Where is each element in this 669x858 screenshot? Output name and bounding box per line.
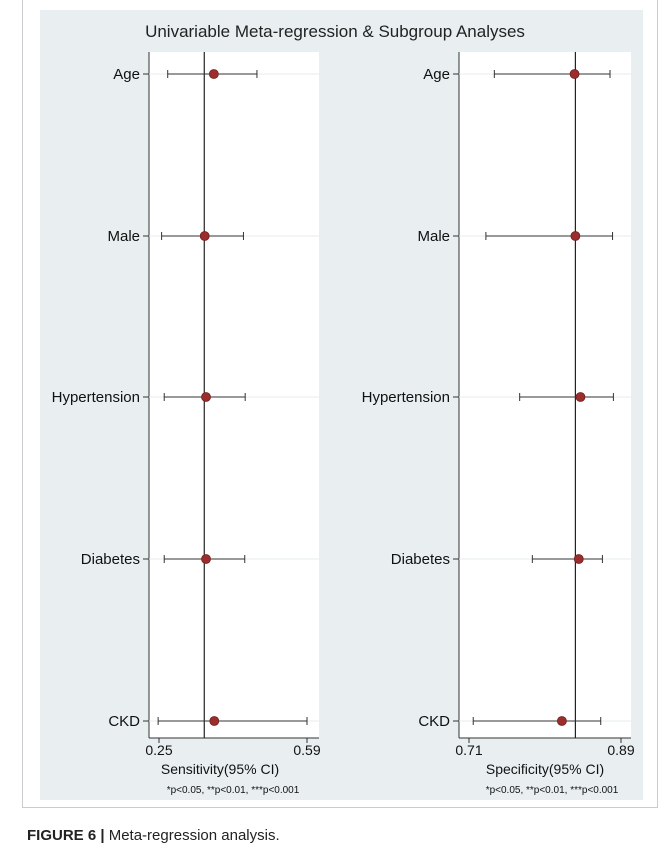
- y-tick-label: Male: [417, 228, 450, 245]
- significance-note: *p<0.05, **p<0.01, ***p<0.001: [167, 785, 300, 796]
- point-estimate: [199, 231, 210, 241]
- point-estimate: [208, 69, 219, 79]
- point-estimate: [201, 392, 211, 402]
- y-tick-label: CKD: [418, 713, 450, 730]
- point-estimate: [573, 554, 584, 564]
- point-estimate: [569, 69, 580, 79]
- caption-text: Meta-regression analysis.: [104, 827, 280, 844]
- point-estimate: [556, 716, 567, 726]
- panel-2: Age Male Hypertension Diabetes CKD 0.71 0.89Sp…: [362, 52, 635, 796]
- y-tick-label: Hypertension: [52, 389, 140, 406]
- y-tick-label: CKD: [108, 713, 140, 730]
- y-tick-label: Male: [107, 228, 140, 245]
- panels: Age Male Hypertension Diabetes CKD 0.25 0.59 Se…: [52, 52, 635, 796]
- figure-caption: FIGURE 6 | Meta-regression analysis.: [27, 827, 280, 844]
- plot-area: [149, 52, 319, 738]
- y-tick-label: Age: [423, 66, 450, 83]
- point-estimate: [209, 716, 220, 726]
- y-tick-label: Age: [113, 66, 140, 83]
- x-tick-label: 0.25: [145, 742, 172, 758]
- y-tick-label: Diabetes: [81, 551, 140, 568]
- point-estimate: [201, 554, 211, 564]
- x-tick-label: 0.59: [293, 742, 320, 758]
- x-tick-label: 0.71: [455, 742, 482, 758]
- panel-1: Age Male Hypertension Diabetes CKD 0.25 0.59 Se…: [52, 52, 321, 796]
- plot-area: [459, 52, 631, 738]
- caption-label: FIGURE 6 |: [27, 827, 105, 844]
- figure-frame: [22, 0, 658, 808]
- x-axis-label: Specificity(95% CI): [486, 761, 604, 777]
- x-axis-label: Sensitivity(95% CI): [161, 761, 279, 777]
- chart-title: Univariable Meta-regression & Subgroup A…: [145, 22, 525, 41]
- x-tick-label: 0.89: [607, 742, 634, 758]
- forest-plot-figure: Univariable Meta-regression & Subgroup A…: [40, 10, 643, 800]
- y-tick-label: Diabetes: [391, 551, 450, 568]
- point-estimate: [575, 392, 586, 402]
- y-tick-label: Hypertension: [362, 389, 450, 406]
- point-estimate: [570, 231, 581, 241]
- significance-note: *p<0.05, **p<0.01, ***p<0.001: [486, 785, 619, 796]
